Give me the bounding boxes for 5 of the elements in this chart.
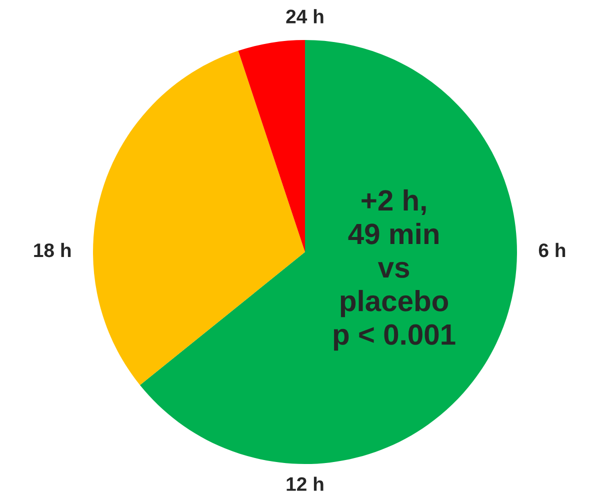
- text: 12 h: [286, 476, 324, 491]
- text: 6 h: [538, 242, 566, 258]
- text: 24 h: [286, 9, 324, 24]
- text: 18 h: [34, 242, 71, 258]
- text: +2 h, 49 min vs placebo p < 0.001: [334, 189, 456, 351]
